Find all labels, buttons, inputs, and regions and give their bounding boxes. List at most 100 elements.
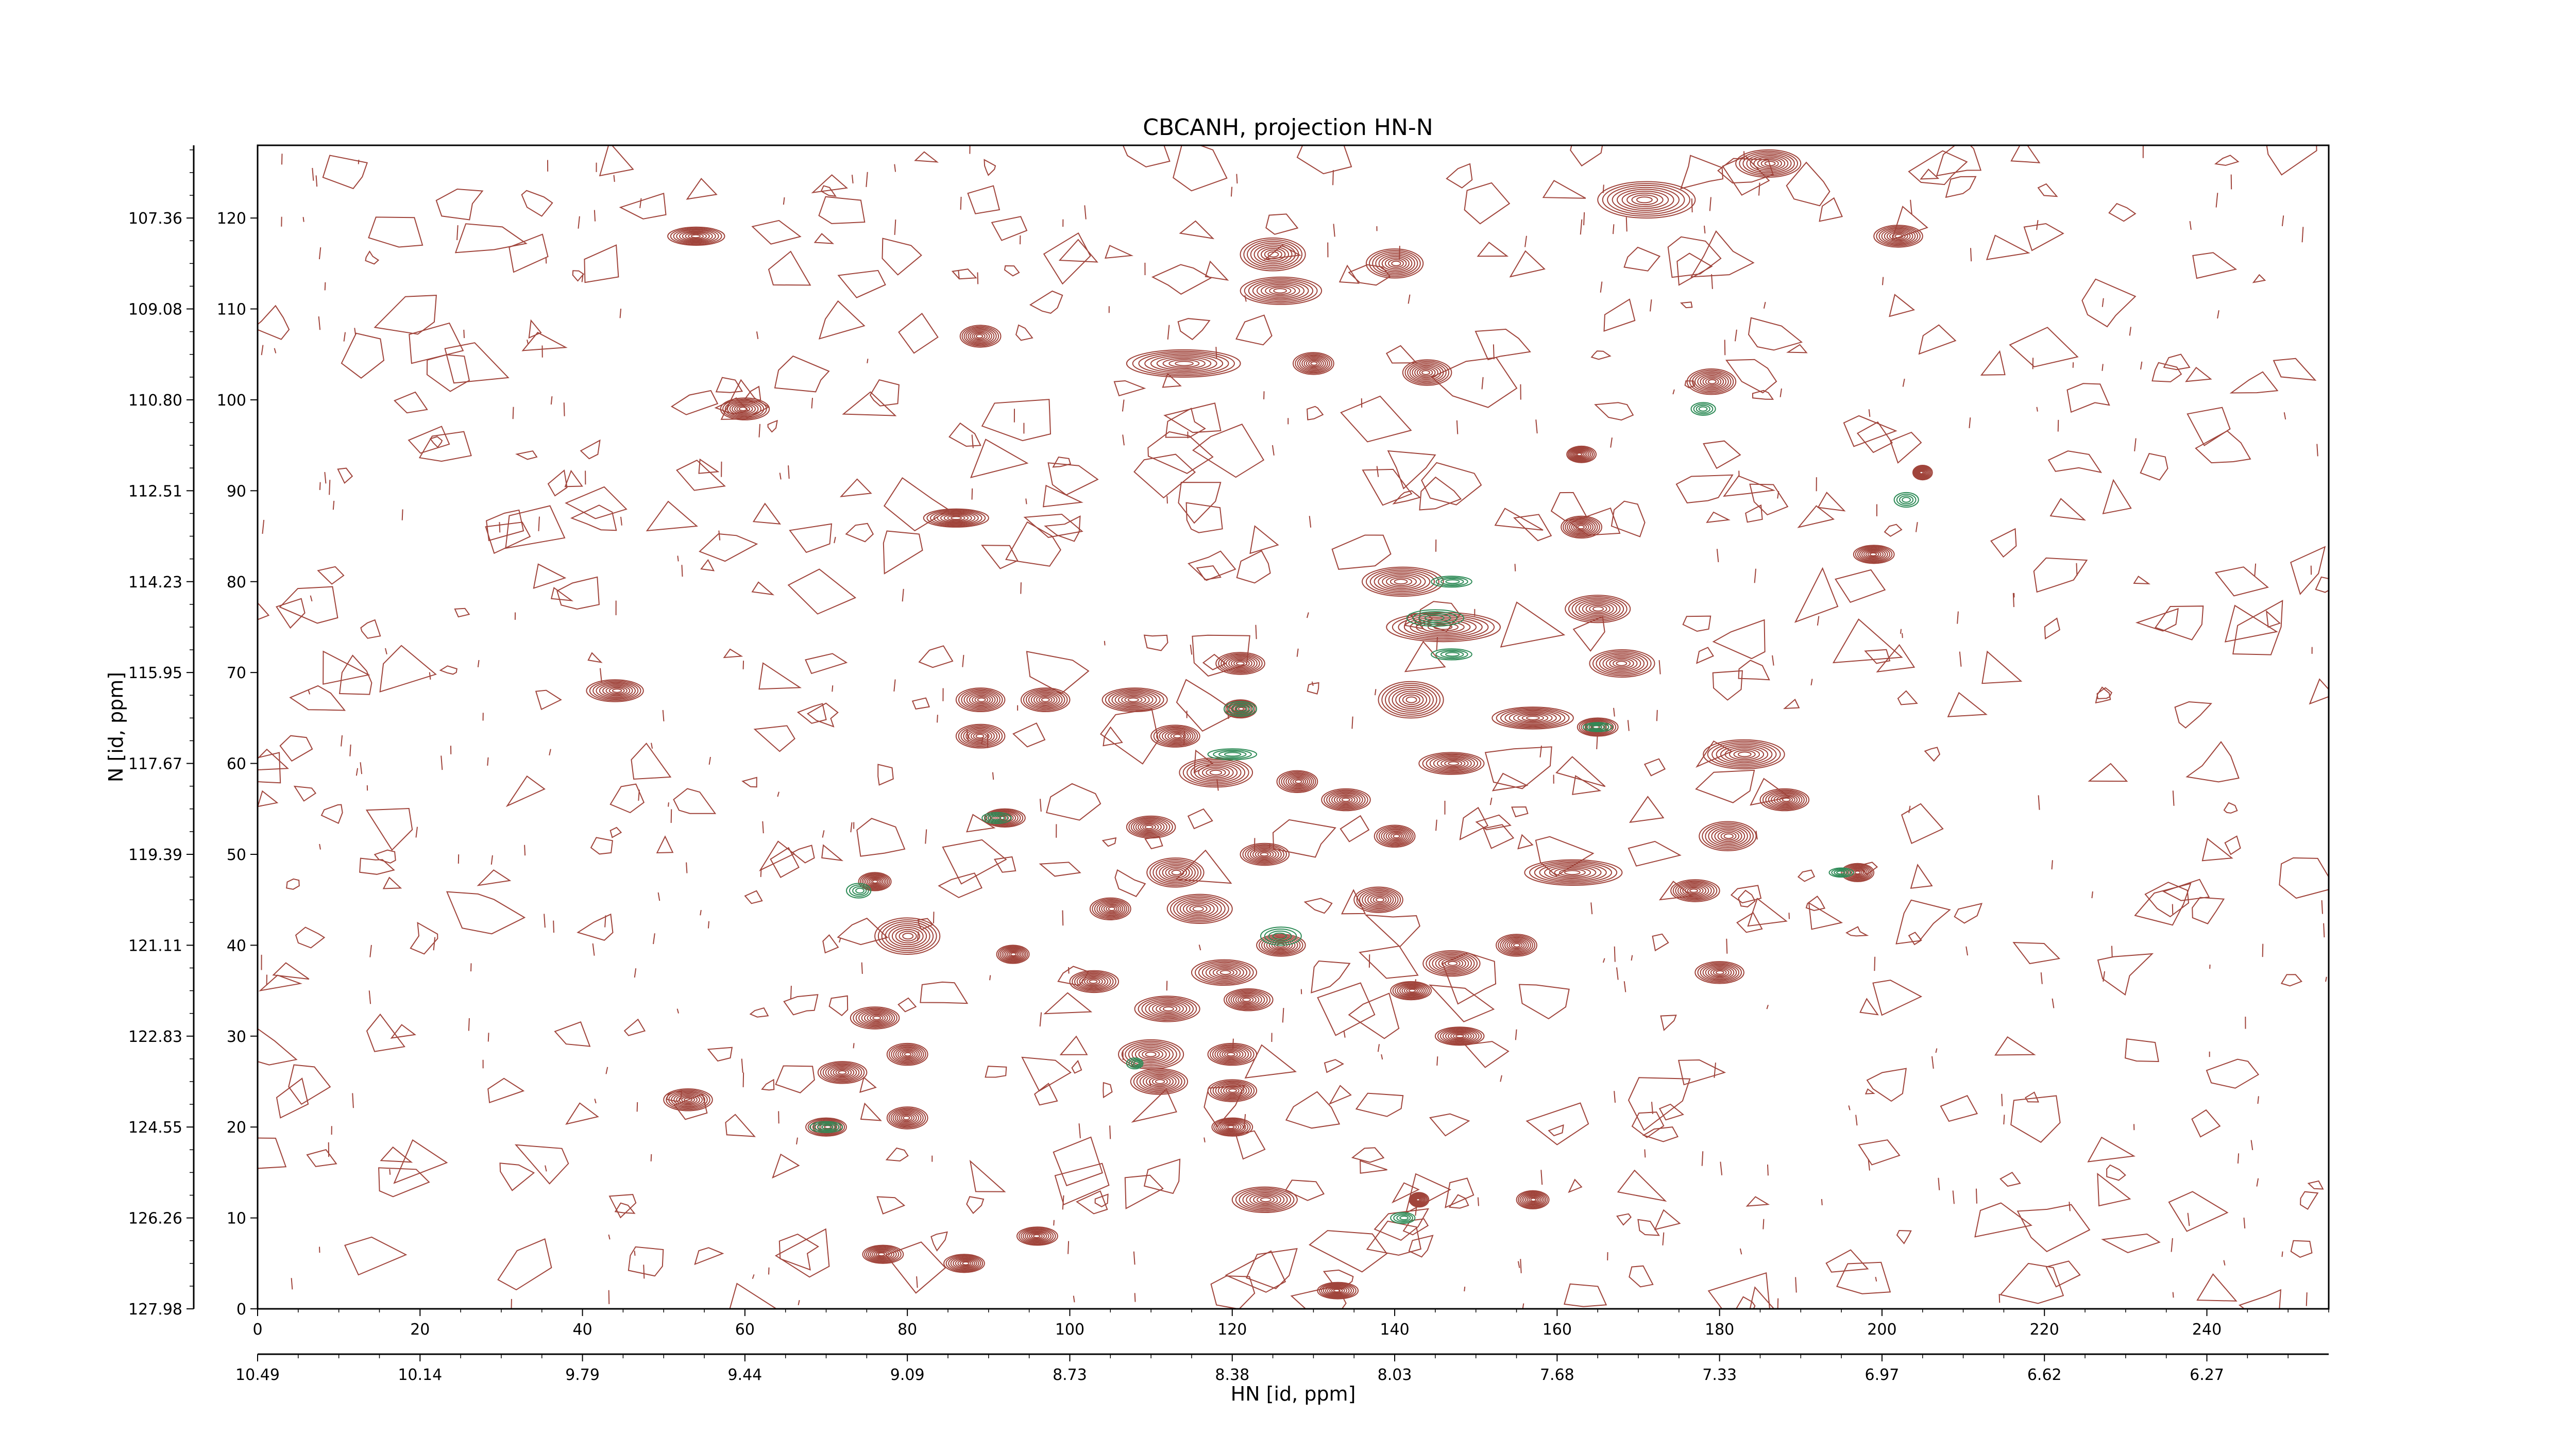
contour-level — [1402, 694, 1420, 705]
noise-contour — [885, 1147, 909, 1162]
contour-level — [892, 1110, 922, 1126]
noise-mark — [2102, 298, 2104, 307]
contour-level — [1130, 1068, 1189, 1095]
noise-contours — [258, 145, 2329, 1309]
contour-level — [1694, 372, 1729, 391]
y-ppm-axis: 127.98126.26124.55122.83121.11119.39117.… — [128, 145, 195, 1319]
positive-peak — [1317, 1282, 1359, 1300]
noise-mark — [779, 473, 782, 480]
noise-mark — [1739, 1248, 1742, 1255]
contour-level — [1134, 996, 1200, 1022]
noise-mark — [512, 407, 514, 419]
contour-level — [1448, 1031, 1472, 1041]
contour-level — [1156, 862, 1196, 883]
positive-peak — [1390, 981, 1432, 1001]
noise-mark — [1959, 651, 1962, 667]
noise-contour — [276, 598, 306, 629]
x-index-tick-label: 180 — [1705, 1321, 1734, 1339]
noise-contour — [2037, 183, 2058, 197]
contour-level — [943, 514, 969, 522]
positive-peak — [1378, 681, 1444, 719]
noise-contour — [1175, 849, 1232, 884]
noise-mark — [318, 316, 321, 330]
noise-contour — [1360, 1160, 1387, 1174]
contour-level — [1027, 1231, 1047, 1241]
noise-mark — [440, 755, 443, 770]
noise-mark — [1762, 1219, 1765, 1229]
noise-mark — [608, 1234, 611, 1240]
noise-contour — [446, 891, 526, 935]
noise-contour — [2196, 1273, 2238, 1302]
noise-contour — [920, 981, 969, 1004]
contour-level — [1413, 1195, 1424, 1204]
positive-peak — [1146, 857, 1205, 888]
noise-contour — [1348, 992, 1400, 1039]
contour-level — [1717, 830, 1740, 843]
contour-level — [1500, 709, 1566, 728]
noise-contour — [1730, 885, 1762, 904]
contour-level — [1410, 1192, 1429, 1207]
contour-level — [959, 1260, 972, 1267]
contour-level — [1899, 495, 1914, 504]
noise-mark — [415, 827, 418, 838]
noise-contour — [565, 486, 628, 519]
noise-contour — [1144, 836, 1163, 850]
noise-mark — [1381, 1054, 1383, 1060]
noise-contour — [1071, 1059, 1082, 1074]
contour-level — [1418, 752, 1485, 775]
contour-level — [1441, 958, 1464, 969]
contour-level — [1001, 947, 1025, 962]
contour-level — [923, 508, 989, 528]
noise-contour — [631, 743, 672, 780]
contour-level — [1209, 966, 1241, 980]
contour-level — [1369, 250, 1421, 277]
noise-contour — [948, 422, 981, 447]
contour-level — [860, 873, 890, 890]
noise-contour — [1324, 1059, 1345, 1073]
positive-peak — [1759, 788, 1810, 812]
noise-contour — [1750, 778, 1791, 806]
contour-level — [1243, 239, 1303, 270]
noise-mark — [2069, 1202, 2071, 1211]
noise-mark — [777, 791, 779, 797]
contour-level — [1192, 906, 1204, 912]
positive-peak — [1912, 465, 1933, 481]
contour-level — [1033, 694, 1058, 706]
noise-mark — [742, 1072, 744, 1087]
noise-mark — [1039, 799, 1042, 812]
noise-contour — [1052, 457, 1072, 468]
y-index-tick-label: 80 — [227, 574, 246, 592]
noise-contour — [1340, 395, 1412, 443]
contour-level — [863, 874, 887, 889]
y-index-tick-label: 100 — [217, 392, 246, 410]
noise-mark — [707, 921, 710, 929]
contour-level — [972, 331, 988, 341]
contour-level — [1224, 988, 1274, 1012]
noise-mark — [634, 968, 637, 978]
noise-contour — [1542, 180, 1586, 199]
noise-contour — [2101, 1233, 2161, 1253]
noise-mark — [1580, 219, 1583, 235]
positive-peak — [1853, 545, 1895, 564]
plot-frame — [257, 144, 2330, 1310]
noise-contour — [774, 355, 830, 393]
contour-level — [1397, 984, 1426, 998]
contour-level — [1162, 1006, 1174, 1012]
contour-level — [1128, 817, 1173, 837]
contour-level — [1419, 368, 1433, 377]
noise-mark — [1540, 1170, 1543, 1185]
noise-contour — [2266, 610, 2281, 628]
contour-level — [1585, 603, 1611, 615]
noise-contour — [2097, 953, 2154, 996]
contour-level — [1445, 652, 1460, 657]
contour-level — [1631, 194, 1658, 206]
noise-contour — [514, 1144, 569, 1185]
contour-level — [592, 681, 639, 700]
noise-mark — [1910, 199, 1912, 215]
noise-contour — [1738, 889, 1756, 907]
contour-level — [1292, 778, 1304, 785]
noise-contour — [2307, 1180, 2324, 1190]
noise-contour — [2187, 407, 2231, 447]
contour-level — [886, 1106, 928, 1130]
noise-contour — [1940, 1095, 1978, 1122]
